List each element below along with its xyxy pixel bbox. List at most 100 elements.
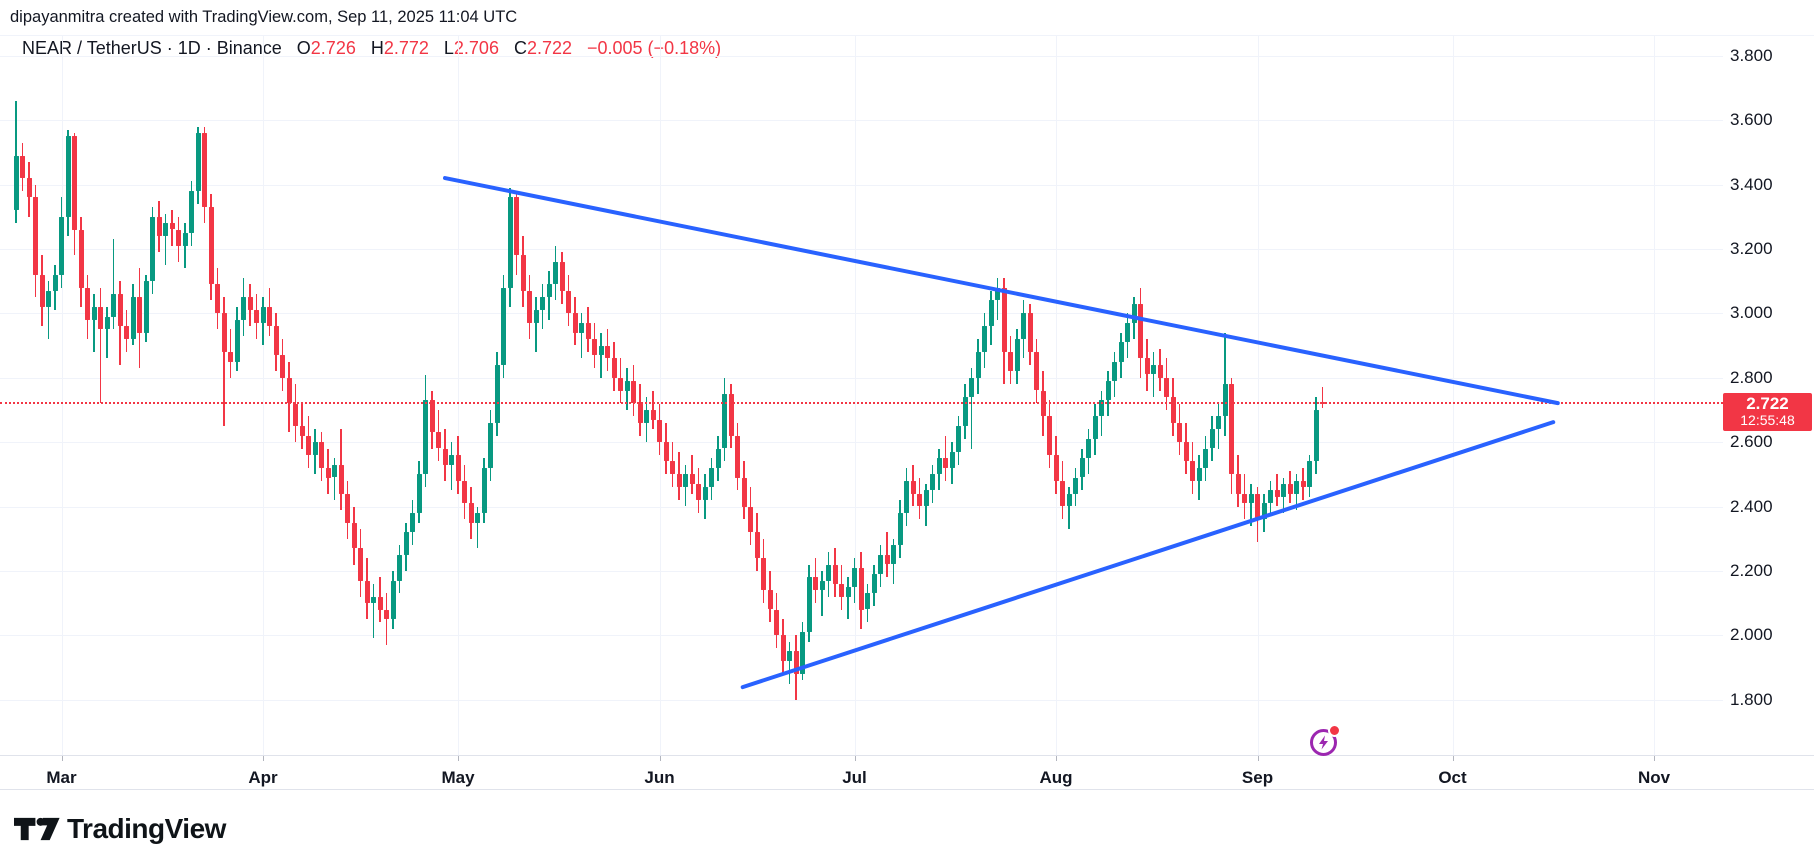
candle-up [91,306,97,320]
candle-down [26,178,32,198]
candle-down [384,609,389,620]
candle-up [936,458,942,475]
candle-down [761,558,766,591]
lower-trendline[interactable] [740,420,1556,690]
tradingview-mark-icon [14,817,60,841]
candle-up [1248,493,1254,504]
month-gridline [1257,35,1259,755]
candle-down [767,590,773,610]
month-tick-label: Apr [248,768,278,787]
candle-wick [1152,351,1155,397]
candle-up [871,574,877,594]
month-tick [659,756,661,761]
candle-up [1014,339,1020,372]
candle-down [884,554,890,565]
candle-down [1274,490,1280,497]
price-gridline [0,248,1723,250]
candle-up [332,464,337,478]
month-gridline [659,35,661,755]
candle-down [943,458,948,468]
candle-up [1112,361,1117,381]
month-tick [263,756,264,761]
candle-up [579,323,584,333]
month-gridline [458,35,459,755]
month-gridline [1056,35,1057,755]
candle-up [878,554,883,575]
candle-down [345,493,350,523]
candle-up [1099,400,1104,417]
flash-circle-icon [1310,729,1337,756]
month-gridline [61,35,63,755]
symbol-legend[interactable]: NEAR / TetherUS · 1D · Binance O2.726 H2… [22,38,721,59]
candle-up [995,287,1000,301]
candle-up [533,310,539,323]
price-tick-label: 3.200 [1730,238,1773,258]
candle-wick [106,306,108,359]
candle-up [709,467,714,488]
candle-up [1294,480,1299,494]
candle-up [891,545,896,565]
candle-down [1157,364,1163,378]
candle-up [1281,484,1286,497]
candle-down [676,474,682,488]
price-tick-label: 3.400 [1730,174,1773,194]
ohlc-close: C2.722 [513,38,572,58]
candle-down [566,290,571,314]
candle-up [416,474,422,513]
candle-up [59,216,64,275]
candle-up [390,580,396,620]
price-tick-label: 2.000 [1730,625,1773,645]
candle-up [1209,429,1215,449]
candle-up [845,587,851,597]
month-tick-label: Jul [842,768,867,787]
candle-down [98,306,103,330]
candle-up [189,190,194,233]
candle-up [150,216,155,282]
candle-up [130,297,136,340]
candle-down [670,461,675,475]
candle-down [299,426,305,436]
candle-wick [821,570,823,616]
candle-up [488,422,493,468]
candle-down [637,403,643,423]
candle-down [605,345,610,359]
candle-up [540,297,545,311]
current-price-line [0,401,1723,404]
candle-down [137,297,142,333]
month-gridline [854,35,856,755]
ohlc-open: O2.726 [296,38,356,58]
candle-down [202,133,207,208]
candle-down [267,306,272,327]
candle-down [293,403,298,426]
month-tick [854,756,856,761]
tradingview-logo[interactable]: TradingView [14,813,226,845]
month-tick-label: Oct [1438,768,1467,787]
candle-up [195,133,201,191]
candle-down [910,480,916,494]
candle-wick [112,239,115,330]
candle-down [1053,455,1059,481]
price-tick-label: 2.800 [1730,367,1773,387]
candle-down [585,323,591,340]
candle-down [1164,377,1169,397]
candle-down [228,351,233,362]
candle-up [397,554,402,581]
candle-down [1242,493,1247,504]
candle-up [546,284,552,298]
candle-down [1047,416,1052,455]
candle-up [234,319,240,362]
candle-down [33,197,38,275]
candle-up [1313,409,1319,462]
flash-idea-button[interactable] [1309,724,1345,761]
candle-up [806,577,812,632]
candle-up [1125,323,1130,343]
candle-wick [600,332,602,378]
candle-down [774,609,779,636]
candle-down [1235,474,1241,494]
candle-up [494,364,500,423]
candle-up [969,377,974,397]
current-price-badge[interactable]: 2.722 12:55:48 [1723,392,1812,431]
badge-countdown: 12:55:48 [1740,412,1795,429]
candle-up [1268,490,1273,504]
candle-up [956,426,961,452]
